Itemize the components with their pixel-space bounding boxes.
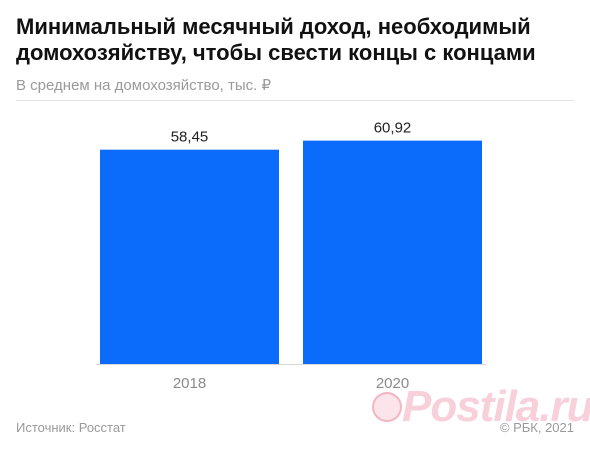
source-note: Источник: Росстат <box>16 420 126 435</box>
chart-title: Минимальный месячный доход, необходимый … <box>16 14 536 65</box>
bar-2020 <box>303 140 482 364</box>
watermark: Postila.ru <box>372 382 590 442</box>
copyright-note: © РБК, 2021 <box>499 420 574 435</box>
x-tick-label-2020: 2020 <box>376 375 409 392</box>
watermark-logo-icon <box>372 392 402 422</box>
data-label-2020: 60,92 <box>374 120 412 137</box>
header-divider <box>16 100 574 101</box>
data-label-2018: 58,45 <box>171 129 209 146</box>
x-tick-label-2018: 2018 <box>173 375 206 392</box>
chart-subtitle: В среднем на домохозяйство, тыс. ₽ <box>16 77 272 94</box>
bar-2018 <box>100 149 279 364</box>
watermark-text: Postila.ru <box>402 382 590 431</box>
